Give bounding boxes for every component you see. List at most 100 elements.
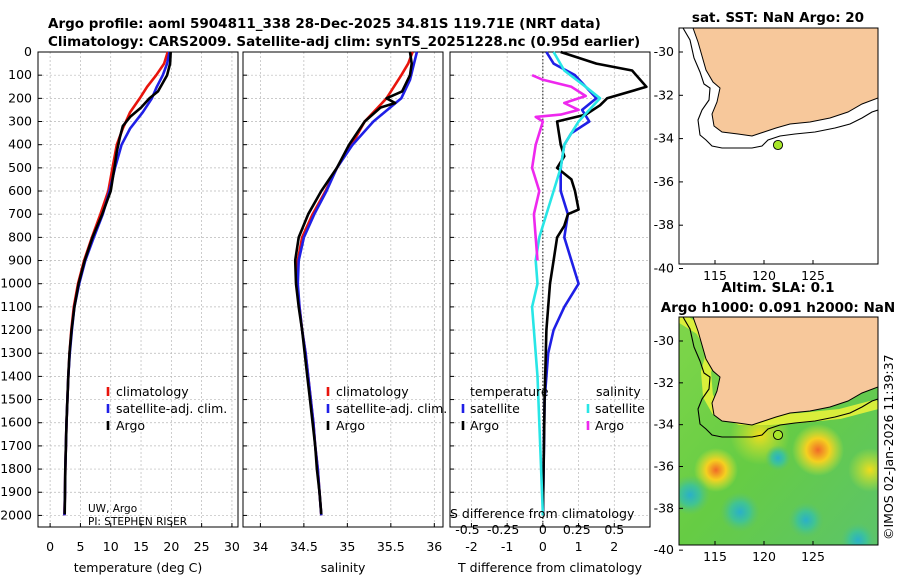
figure-title-line1: Argo profile: aoml 5904811_338 28-Dec-20… [48,16,601,32]
x-tick-label: 30 [224,539,240,554]
legend-label: Argo [116,418,145,433]
x-axis-label: temperature (deg C) [74,560,203,575]
map-lat-label: -32 [654,87,674,102]
sla-land [692,317,878,426]
legend-label: satellite [470,401,520,416]
x-tick-label: 0 [46,539,54,554]
s-tick-label: 0 [539,522,547,537]
sst-float-marker [772,139,784,151]
x-tick-label: -1 [501,539,513,554]
sla-eddy-cool [679,475,710,515]
s-diff-axis-label: S difference from climatology [450,506,635,521]
sst-map-title: sat. SST: NaN Argo: 20 [692,10,864,26]
sst-map-frame [678,27,879,265]
map-lat-label: -36 [654,458,674,473]
x-tick-label: 36 [426,539,442,554]
sla-shelf-outline [682,317,878,438]
x-tick-label: -2 [465,539,477,554]
map-lon-label: 125 [801,268,825,283]
sla-eddy-warm [848,448,878,492]
y-tick-label: 1300 [0,345,32,360]
figure-title-line2: Climatology: CARS2009. Satellite-adj cli… [48,34,640,50]
x-tick-label: 1 [575,539,583,554]
y-tick-label: 1500 [0,392,32,407]
sla-eddy-cool [720,492,760,532]
map-lat-label: -38 [654,217,674,232]
map-lat-label: -40 [654,261,674,276]
y-tick-label: 700 [8,206,32,221]
difference-panel: -2 -1 0 1 2 -0.5 -0.25 0 0.25 0.5 T difference fro… [449,50,651,575]
x-axis-label: salinity [321,560,366,575]
y-tick-label: 1600 [0,415,32,430]
map-lat-label: -30 [654,44,674,59]
institution-label: UW, Argo [88,503,137,515]
s-tick-label: -0.25 [487,522,519,537]
y-tick-label: 1100 [0,299,32,314]
map-lon-label: 115 [703,549,727,564]
sla-eddy-warm [792,424,844,476]
series-line-argo [541,50,648,516]
x-tick-label: 15 [133,539,149,554]
map-lon-label: 115 [703,268,727,283]
series-line-argo [63,51,172,515]
sla-map-frame [678,316,879,546]
y-tick-label: 400 [8,137,32,152]
legend-label: Argo [595,418,624,433]
legend-label: satellite-adj. clim. [336,401,447,416]
sla-map-title2: Argo h1000: 0.091 h2000: NaN [661,300,895,316]
map-lon-label: 125 [801,549,825,564]
y-tick-label: 1400 [0,368,32,383]
plot-frame [242,51,444,528]
s-tick-label: 0.5 [604,522,624,537]
y-tick-label: 200 [8,90,32,105]
legend-label: satellite [595,401,645,416]
salinity-panel: 34 34.5 35 35.5 36 salinity climatology satelli… [242,51,447,575]
legend-label: Argo [336,418,365,433]
plot-frame [449,51,651,528]
y-tick-label: 500 [8,160,32,175]
sla-eddy-cool [788,502,824,538]
map-lat-label: -34 [654,417,674,432]
series-line-argo [293,51,413,515]
y-tick-label: 1200 [0,322,32,337]
x-tick-label: 20 [163,539,179,554]
temperature-panel: 0 5 10 15 20 25 30 temperature (deg C) 0 100 200 30… [0,44,240,575]
x-tick-label: 34.5 [290,539,318,554]
x-axis-label: T difference from climatology [457,560,643,575]
series-line-sat_salinity [530,51,602,516]
sla-map: Altim. SLA: 0.1 Argo h1000: 0.091 h2000:… [654,280,896,564]
legend-label: satellite-adj. clim. [116,401,227,416]
map-lon-label: 120 [752,549,776,564]
map-lat-label: -34 [654,131,674,146]
y-tick-label: 1900 [0,484,32,499]
series-line-argo_salinity [530,74,587,261]
map-lat-label: -36 [654,174,674,189]
y-tick-label: 1700 [0,438,32,453]
legend-label: climatology [336,384,409,399]
pi-label: PI: STEPHEN RISER [88,516,187,528]
map-lat-label: -40 [654,542,674,557]
y-tick-label: 300 [8,114,32,129]
sla-eddy-warm [694,448,738,492]
s-tick-label: -0.5 [455,522,479,537]
y-tick-label: 800 [8,229,32,244]
sla-eddy-cool [840,522,876,545]
sst-map: sat. SST: NaN Argo: 20 115 120 125 -30 -32 -3… [654,10,879,283]
imos-credit: ©IMOS 02-Jan-2026 11:39:37 [881,354,896,540]
x-tick-label: 25 [194,539,210,554]
x-tick-label: 34 [252,539,268,554]
plot-frame [37,51,239,528]
map-lat-label: -32 [654,375,674,390]
y-tick-label: 1800 [0,461,32,476]
y-tick-label: 900 [8,253,32,268]
x-tick-label: 10 [103,539,119,554]
sla-map-title1: Altim. SLA: 0.1 [721,280,834,296]
x-tick-label: 5 [76,539,84,554]
legend-label: climatology [116,384,189,399]
legend-title-temperature: temperature [470,384,549,399]
map-lon-label: 120 [752,268,776,283]
sla-eddy-cool [765,445,791,471]
map-lat-label: -30 [654,333,674,348]
map-lat-label: -38 [654,500,674,515]
